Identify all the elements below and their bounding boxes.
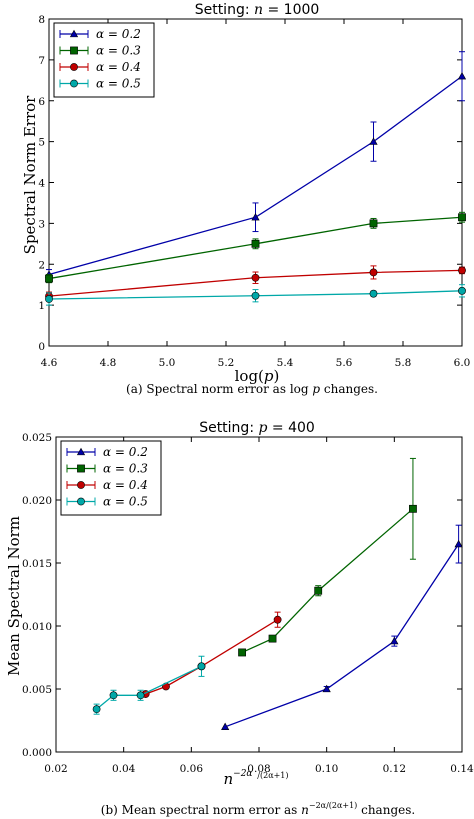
y-tick-label: 0.020 xyxy=(22,495,52,507)
y-tick-label: 0.000 xyxy=(22,747,52,759)
y-tick-label: 5 xyxy=(38,137,45,149)
chart-a-caption: (a) Spectral norm error as log p changes… xyxy=(126,382,378,396)
chart-b-caption: (b) Mean spectral norm error as n−2α/(2α… xyxy=(101,801,415,817)
x-tick-label: 5.4 xyxy=(277,357,294,369)
data-point xyxy=(369,219,378,228)
legend-marker xyxy=(70,46,78,55)
x-tick-label: 6.0 xyxy=(454,357,471,369)
legend-marker xyxy=(69,29,79,38)
data-point xyxy=(369,137,378,145)
y-tick-label: 0.025 xyxy=(22,432,52,444)
chart-b-xlabel: n−2α /(2α+1) xyxy=(223,762,288,788)
series-line xyxy=(224,543,460,728)
legend-label: α = 0.3 xyxy=(103,462,148,476)
x-tick-label: 4.6 xyxy=(41,357,58,369)
x-tick-label: 0.10 xyxy=(315,763,338,775)
y-tick-label: 1 xyxy=(38,300,45,312)
chart-b-title: Setting: p = 400 xyxy=(199,420,315,436)
series-0 xyxy=(221,524,463,730)
series-line xyxy=(241,508,414,654)
series-1 xyxy=(45,211,466,284)
legend: α = 0.2 α = 0.3 α = 0.4 α = 0.5 xyxy=(53,22,155,98)
data-point xyxy=(458,286,466,295)
x-tick-label: 0.14 xyxy=(450,763,474,775)
series-line xyxy=(48,75,463,276)
x-tick-label: 5.0 xyxy=(159,357,176,369)
x-tick-label: 4.8 xyxy=(100,357,117,369)
data-point xyxy=(92,705,101,714)
x-tick-label: 0.12 xyxy=(383,763,406,775)
series-3 xyxy=(92,655,206,715)
data-point xyxy=(45,295,53,303)
y-tick-label: 0.010 xyxy=(22,621,52,633)
series-line xyxy=(48,290,463,300)
legend-marker xyxy=(76,447,86,456)
y-tick-label: 0.005 xyxy=(22,684,52,696)
legend-label: α = 0.4 xyxy=(96,60,141,74)
series-1 xyxy=(238,457,417,657)
series-3 xyxy=(45,284,466,306)
data-point xyxy=(268,634,277,643)
legend-label: α = 0.2 xyxy=(103,445,148,459)
chart-a-ylabel: Spectral Norm Error xyxy=(21,95,39,255)
data-point xyxy=(409,504,417,513)
chart-b: Setting: p = 400 Mean Spectral Norm n−2α… xyxy=(5,420,474,817)
data-point xyxy=(251,291,260,300)
y-tick-label: 0 xyxy=(38,341,45,353)
data-point xyxy=(457,72,467,80)
chart-b-ylabel: Mean Spectral Norm xyxy=(5,516,23,676)
x-tick-label: 0.04 xyxy=(112,763,136,775)
legend-marker xyxy=(77,481,85,489)
data-point xyxy=(136,691,145,700)
y-tick-label: 8 xyxy=(38,14,45,26)
legend-marker xyxy=(70,79,78,88)
y-tick-label: 0.015 xyxy=(22,558,52,570)
data-point xyxy=(390,636,399,645)
data-point xyxy=(109,691,118,700)
legend-marker xyxy=(77,497,85,506)
y-tick-label: 2 xyxy=(38,259,45,271)
data-point xyxy=(251,239,260,248)
y-tick-label: 6 xyxy=(38,96,45,108)
y-tick-label: 3 xyxy=(38,218,45,230)
data-point xyxy=(221,722,230,730)
legend-marker xyxy=(70,63,78,71)
x-tick-label: 0.06 xyxy=(180,763,204,775)
series-line xyxy=(48,269,463,297)
data-point xyxy=(314,586,323,595)
chart-a: Setting: n = 1000 Spectral Norm Error lo… xyxy=(21,2,470,396)
series-line xyxy=(96,665,202,710)
data-point xyxy=(45,274,53,283)
data-point xyxy=(454,539,463,548)
data-point xyxy=(369,268,378,277)
legend-label: α = 0.5 xyxy=(103,495,148,509)
data-point xyxy=(251,213,260,221)
x-tick-label: 5.6 xyxy=(336,357,353,369)
x-tick-label: 0.02 xyxy=(44,763,67,775)
legend-label: α = 0.4 xyxy=(103,478,148,492)
legend: α = 0.2 α = 0.3 α = 0.4 α = 0.5 xyxy=(60,440,162,516)
x-tick-label: 5.8 xyxy=(395,357,412,369)
legend-marker xyxy=(77,464,85,473)
data-point xyxy=(251,273,260,282)
data-point xyxy=(458,266,466,275)
data-point xyxy=(322,684,331,693)
chart-a-title: Setting: n = 1000 xyxy=(195,2,320,18)
legend-label: α = 0.5 xyxy=(96,77,141,91)
y-tick-label: 7 xyxy=(38,55,45,67)
chart-a-xlabel: log(p) xyxy=(235,367,280,385)
data-point xyxy=(458,213,466,222)
x-tick-label: 0.08 xyxy=(247,763,270,775)
data-point xyxy=(369,289,378,298)
series-line xyxy=(145,619,278,695)
legend-label: α = 0.2 xyxy=(96,27,141,41)
y-tick-label: 4 xyxy=(38,178,45,190)
data-point xyxy=(197,662,206,671)
x-tick-label: 5.2 xyxy=(218,357,235,369)
legend-label: α = 0.3 xyxy=(96,44,141,58)
series-line xyxy=(48,216,463,280)
data-point xyxy=(238,648,246,657)
data-point xyxy=(273,615,282,624)
